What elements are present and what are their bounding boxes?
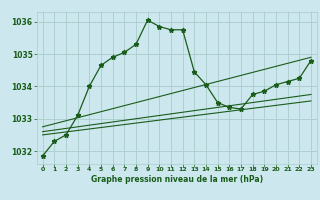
X-axis label: Graphe pression niveau de la mer (hPa): Graphe pression niveau de la mer (hPa) [91,175,263,184]
